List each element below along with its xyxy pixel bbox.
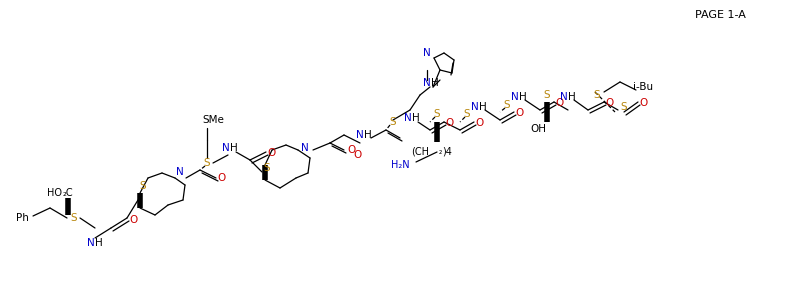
Text: S: S xyxy=(204,158,211,168)
Text: i-Bu: i-Bu xyxy=(633,82,653,92)
Text: OH: OH xyxy=(530,124,546,134)
Text: O: O xyxy=(268,148,276,158)
Text: S: S xyxy=(594,90,600,100)
Text: (CH: (CH xyxy=(411,147,429,157)
Text: N: N xyxy=(560,92,568,102)
Text: N: N xyxy=(222,143,230,153)
Text: H: H xyxy=(230,143,238,153)
Text: PAGE 1-A: PAGE 1-A xyxy=(695,10,746,20)
Text: O: O xyxy=(476,118,484,128)
Text: S: S xyxy=(71,213,77,223)
Text: O: O xyxy=(516,108,524,118)
Text: S: S xyxy=(621,102,627,112)
Text: S: S xyxy=(264,163,270,173)
Text: N: N xyxy=(356,130,364,140)
Text: H: H xyxy=(412,113,420,123)
Text: N: N xyxy=(87,238,95,248)
Text: O: O xyxy=(354,150,363,160)
Text: S: S xyxy=(390,117,397,127)
Text: N: N xyxy=(423,48,431,58)
Text: S: S xyxy=(544,90,550,100)
Text: )4: )4 xyxy=(442,147,452,157)
Text: N: N xyxy=(511,92,519,102)
Text: ₂C: ₂C xyxy=(63,188,73,198)
Text: H: H xyxy=(431,78,439,88)
Text: H: H xyxy=(364,130,372,140)
Text: S: S xyxy=(463,109,471,119)
Text: ₂: ₂ xyxy=(438,147,442,157)
Text: SMe: SMe xyxy=(202,115,224,125)
Text: O: O xyxy=(218,173,226,183)
Text: O: O xyxy=(606,98,614,108)
Text: N: N xyxy=(471,102,479,112)
Text: N: N xyxy=(176,167,184,177)
Text: Ph: Ph xyxy=(16,213,29,223)
Text: S: S xyxy=(140,181,146,191)
Text: O: O xyxy=(347,145,355,155)
Text: O: O xyxy=(446,118,454,128)
Text: N: N xyxy=(423,78,431,88)
Text: H₂N: H₂N xyxy=(390,160,409,170)
Text: O: O xyxy=(640,98,648,108)
Text: H: H xyxy=(519,92,527,102)
Text: HO: HO xyxy=(48,188,63,198)
Text: O: O xyxy=(129,215,137,225)
Text: H: H xyxy=(479,102,487,112)
Text: N: N xyxy=(301,143,309,153)
Text: S: S xyxy=(434,109,440,119)
Text: N: N xyxy=(404,113,412,123)
Text: S: S xyxy=(504,100,510,110)
Text: H: H xyxy=(95,238,103,248)
Text: H: H xyxy=(568,92,576,102)
Text: O: O xyxy=(556,98,564,108)
